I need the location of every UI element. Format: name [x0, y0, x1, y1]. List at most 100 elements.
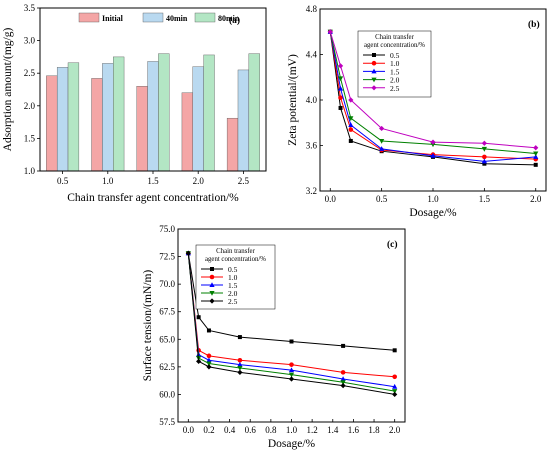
legend-marker-2-5 — [209, 298, 215, 304]
bar-initial-1-5 — [136, 86, 148, 172]
y-tick-label: 1.0 — [24, 166, 36, 176]
legend-label-2-0: 2.0 — [390, 76, 400, 85]
data-point-2-0-4 — [288, 372, 295, 378]
data-point-1-5-1 — [337, 85, 344, 91]
bar-80min-1-0 — [113, 56, 125, 172]
bar-40min-1-5 — [147, 61, 159, 172]
data-point-0-5-5 — [341, 343, 346, 348]
legend-swatch-initial — [78, 12, 100, 23]
data-point-1-5-6 — [392, 383, 398, 389]
y-tick-label: 3.5 — [24, 3, 36, 13]
data-point-0-5-2 — [206, 328, 211, 333]
legend-label-1-5: 1.5 — [228, 281, 238, 290]
x-axis-title: Dosage/% — [409, 207, 457, 219]
data-point-2-5-6 — [533, 145, 539, 151]
legend-marker-0-5 — [372, 53, 376, 57]
data-point-2-0-6 — [533, 151, 539, 157]
x-tick-label: 1.0 — [102, 176, 114, 186]
data-point-2-5-2 — [206, 364, 212, 370]
x-axis-title: Dosage/% — [268, 438, 316, 450]
data-point-0-5-2 — [348, 138, 353, 143]
y-tick-label: 4.8 — [306, 4, 318, 14]
panel-label: (b) — [528, 19, 540, 30]
data-point-0-5-5 — [482, 161, 487, 166]
x-tick-label: 0.6 — [245, 425, 257, 435]
legend-marker-1-5 — [209, 282, 215, 287]
data-point-2-5-4 — [430, 139, 436, 145]
y-tick-label: 4.0 — [306, 95, 318, 105]
y-tick-label: 2.5 — [24, 68, 36, 78]
y-tick-label: 3.6 — [306, 141, 318, 151]
x-tick-label: 0.4 — [224, 425, 236, 435]
legend-title: agent concentration/% — [364, 42, 425, 49]
data-point-0-5-1 — [196, 315, 201, 320]
y-axis-title: Surface tension/(mN/m) — [142, 270, 154, 382]
data-point-2-5-2 — [348, 97, 354, 103]
data-point-1-5-2 — [348, 122, 354, 128]
data-point-1-0-2 — [206, 353, 212, 359]
data-point-1-0-5 — [482, 154, 487, 160]
bar-80min-1-5 — [158, 53, 170, 172]
data-point-1-5-5 — [340, 376, 346, 381]
data-point-1-0-6 — [392, 374, 397, 380]
x-tick-label: 2.0 — [389, 425, 401, 435]
bar-initial-1-0 — [91, 78, 103, 172]
data-point-0-5-1 — [338, 105, 343, 110]
data-point-1-5-3 — [237, 361, 243, 367]
x-tick-label: 1.4 — [327, 425, 339, 435]
bar-initial-0-5 — [46, 75, 58, 172]
y-tick-label: 3.2 — [306, 186, 317, 196]
data-point-0-5-3 — [237, 335, 242, 340]
legend-label-40min: 40min — [166, 14, 188, 23]
x-tick-label: 0.8 — [265, 425, 277, 435]
legend-marker-2-0 — [371, 77, 377, 83]
bar-80min-2-5 — [248, 53, 260, 172]
legend-label-2-5: 2.5 — [228, 297, 238, 306]
legend-swatch-80min — [194, 12, 216, 23]
legend-swatch-40min — [142, 12, 164, 23]
legend-marker-2-5 — [371, 85, 377, 91]
x-tick-label: 1.5 — [479, 194, 491, 204]
data-point-2-5-6 — [392, 391, 398, 398]
data-point-2-0-3 — [237, 365, 243, 371]
data-point-2-0-5 — [481, 146, 487, 152]
y-tick-label: 70.0 — [159, 279, 175, 289]
legend-label-1-0: 1.0 — [390, 59, 400, 68]
panel-label: (a) — [229, 15, 240, 26]
legend-label-2-0: 2.0 — [228, 289, 238, 298]
x-tick-label: 1.2 — [307, 425, 318, 435]
data-point-0-5-6 — [533, 162, 538, 167]
data-point-1-0-4 — [289, 362, 294, 367]
y-tick-label: 4.4 — [306, 50, 318, 60]
panel-c: 0.0 0.2 0.4 0.6 0.8 1.0 1.2 1.4 1.6 1.8 2.0 57.5 60.… — [142, 224, 406, 450]
x-tick-label: 0.0 — [325, 194, 337, 204]
legend-box — [357, 30, 432, 98]
data-point-2-0-4 — [430, 142, 436, 148]
x-tick-label: 2.0 — [193, 176, 205, 186]
legend-label-initial: Initial — [102, 14, 124, 23]
legend-label-2-5: 2.5 — [390, 84, 400, 93]
data-point-1-0-3 — [237, 357, 243, 363]
y-tick-label: 75.0 — [159, 224, 175, 234]
y-axis-title: Adsorption amount/(mg/g) — [2, 28, 14, 152]
data-point-2-0-2 — [206, 361, 212, 367]
bar-80min-2-0 — [203, 54, 215, 172]
data-point-2-0-1 — [337, 76, 344, 82]
bar-initial-2-0 — [181, 92, 193, 172]
data-point-2-5-3 — [237, 369, 243, 375]
data-point-2-5-3 — [379, 125, 385, 132]
legend-title: Chain transfer — [216, 248, 255, 255]
data-point-1-0-1 — [338, 95, 343, 101]
plot-frame — [319, 8, 547, 192]
y-tick-label: 57.5 — [159, 417, 175, 427]
x-tick-label: 0.0 — [183, 425, 195, 435]
legend-label-0-5: 0.5 — [390, 51, 400, 60]
y-tick-label: 65.0 — [159, 334, 175, 344]
legend-marker-1-0 — [209, 274, 215, 280]
data-point-2-5-4 — [288, 376, 295, 382]
data-point-1-5-4 — [288, 367, 295, 373]
x-tick-label: 1.0 — [427, 194, 439, 204]
y-tick-label: 1.5 — [24, 133, 36, 143]
y-tick-label: 2.0 — [24, 101, 36, 111]
